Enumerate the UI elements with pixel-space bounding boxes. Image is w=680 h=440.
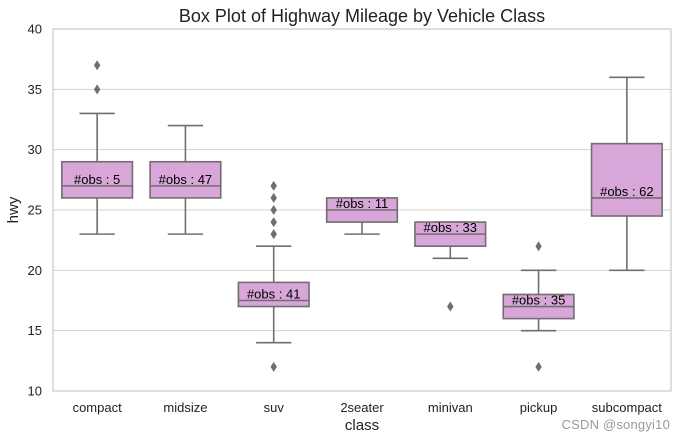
outlier-point-suv [270, 180, 277, 191]
x-tick-label: suv [264, 400, 285, 415]
obs-label-suv: #obs : 41 [247, 287, 301, 302]
obs-label-minivan: #obs : 33 [424, 220, 478, 235]
x-tick-label: pickup [520, 400, 558, 415]
outlier-point-compact [93, 60, 101, 71]
outlier-point-pickup [535, 361, 542, 372]
y-tick-label: 10 [28, 384, 42, 399]
outlier-point-compact [93, 84, 101, 95]
box-midsize [149, 160, 222, 199]
y-tick-label: 35 [28, 82, 42, 97]
outlier-point-suv [270, 361, 277, 372]
x-tick-label: compact [73, 400, 123, 415]
obs-label-2seater: #obs : 11 [336, 196, 389, 211]
box-suv [237, 281, 310, 308]
x-tick-label: midsize [163, 400, 207, 415]
obs-label-pickup: #obs : 35 [512, 293, 566, 308]
outlier-point-suv [270, 205, 277, 215]
x-tick-label: subcompact [592, 400, 662, 415]
y-tick-label: 40 [28, 22, 42, 37]
box-compact [61, 160, 134, 199]
y-axis-label: hwy [5, 196, 22, 223]
box-subcompact [590, 142, 663, 217]
plot-frame [52, 28, 672, 392]
chart-title: Box Plot of Highway Mileage by Vehicle C… [179, 6, 545, 26]
y-tick-label: 25 [28, 203, 42, 218]
x-axis-label: class [345, 417, 379, 434]
outlier-point-pickup [535, 241, 542, 252]
x-tick-label: 2seater [340, 400, 384, 415]
x-tick-label: minivan [428, 400, 473, 415]
watermark: CSDN @songyi10 [561, 417, 670, 432]
outlier-point-suv [270, 229, 277, 240]
outlier-point-minivan [447, 301, 454, 312]
obs-label-subcompact: #obs : 62 [600, 184, 654, 199]
y-tick-label: 30 [28, 142, 42, 157]
obs-label-midsize: #obs : 47 [159, 172, 213, 187]
outlier-point-suv [270, 217, 277, 228]
y-tick-label: 15 [28, 323, 42, 338]
y-tick-label: 20 [28, 263, 42, 278]
outlier-point-suv [270, 192, 277, 203]
obs-label-compact: #obs : 5 [74, 172, 120, 187]
